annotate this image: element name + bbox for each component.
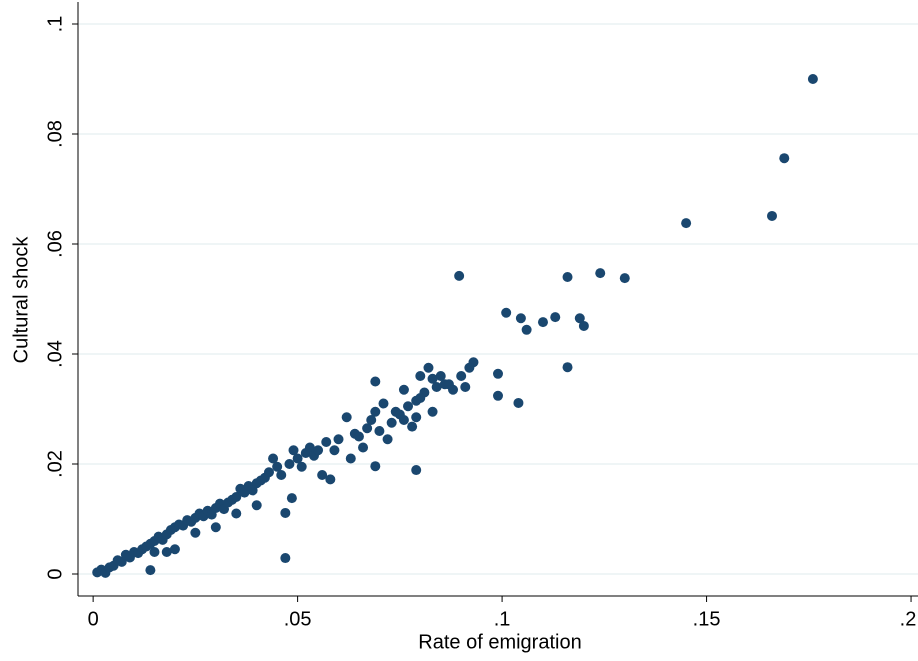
point bbox=[513, 397, 524, 408]
point bbox=[161, 547, 172, 557]
x-tick-label: 0 bbox=[88, 608, 99, 630]
point bbox=[595, 268, 606, 279]
point bbox=[382, 434, 393, 445]
point bbox=[345, 453, 356, 464]
point bbox=[427, 406, 438, 417]
point bbox=[454, 270, 465, 281]
point bbox=[280, 507, 291, 518]
point bbox=[501, 307, 512, 318]
point bbox=[313, 445, 324, 456]
point bbox=[550, 312, 561, 323]
point bbox=[779, 153, 790, 164]
x-axis-title: Rate of emigration bbox=[418, 631, 581, 653]
point bbox=[464, 362, 475, 373]
x-tick-label: .2 bbox=[900, 608, 917, 630]
point bbox=[374, 426, 385, 436]
point bbox=[460, 382, 471, 392]
y-tick-label: .1 bbox=[44, 16, 66, 33]
x-tick-label: .1 bbox=[494, 608, 511, 630]
point bbox=[231, 508, 242, 519]
point bbox=[398, 384, 409, 395]
point bbox=[292, 453, 303, 464]
point bbox=[341, 412, 352, 423]
y-tick-label: .02 bbox=[44, 450, 66, 478]
point bbox=[353, 431, 364, 442]
point bbox=[521, 324, 532, 335]
point bbox=[411, 412, 422, 423]
point bbox=[423, 362, 434, 373]
x-tick-label: .05 bbox=[284, 608, 312, 630]
point bbox=[370, 461, 381, 472]
point bbox=[263, 467, 274, 478]
point bbox=[427, 373, 438, 384]
point bbox=[681, 218, 692, 229]
point bbox=[493, 368, 503, 379]
point bbox=[276, 470, 287, 480]
point bbox=[149, 547, 160, 557]
point bbox=[574, 313, 585, 324]
point bbox=[398, 415, 409, 425]
point bbox=[415, 371, 426, 381]
point bbox=[362, 423, 373, 434]
point bbox=[411, 465, 422, 476]
point bbox=[286, 493, 297, 504]
point bbox=[767, 210, 778, 221]
point bbox=[407, 421, 418, 432]
point bbox=[190, 527, 201, 538]
point bbox=[435, 371, 446, 381]
y-tick-label: .04 bbox=[44, 340, 66, 368]
point bbox=[251, 500, 262, 511]
point bbox=[370, 376, 381, 387]
point bbox=[456, 371, 467, 381]
point bbox=[317, 470, 328, 480]
point bbox=[145, 565, 156, 576]
point bbox=[807, 74, 818, 84]
point bbox=[169, 544, 180, 555]
point bbox=[562, 362, 573, 373]
x-tick-label: .15 bbox=[693, 608, 721, 630]
point bbox=[562, 272, 573, 282]
point bbox=[272, 461, 283, 472]
point bbox=[378, 398, 389, 409]
point bbox=[304, 442, 315, 453]
point bbox=[288, 445, 299, 456]
point bbox=[403, 401, 414, 412]
y-tick-label: .08 bbox=[44, 120, 66, 148]
point bbox=[448, 384, 459, 395]
point bbox=[386, 417, 397, 428]
point bbox=[284, 459, 295, 469]
point bbox=[268, 453, 279, 464]
point bbox=[280, 553, 291, 564]
point bbox=[329, 445, 340, 456]
point bbox=[210, 522, 221, 533]
point bbox=[493, 390, 503, 401]
point bbox=[578, 320, 589, 331]
point bbox=[619, 273, 630, 284]
point bbox=[231, 492, 242, 502]
point bbox=[366, 415, 377, 425]
point bbox=[358, 442, 369, 453]
point bbox=[515, 313, 526, 324]
y-tick-label: 0 bbox=[44, 568, 66, 579]
point bbox=[537, 317, 548, 328]
point bbox=[370, 406, 381, 417]
point bbox=[325, 474, 336, 485]
point bbox=[333, 434, 344, 445]
point bbox=[431, 382, 442, 392]
y-tick-label: .06 bbox=[44, 230, 66, 258]
point bbox=[296, 461, 307, 472]
y-axis-title: Cultural shock bbox=[10, 236, 32, 364]
point bbox=[321, 437, 332, 447]
point bbox=[415, 393, 426, 403]
